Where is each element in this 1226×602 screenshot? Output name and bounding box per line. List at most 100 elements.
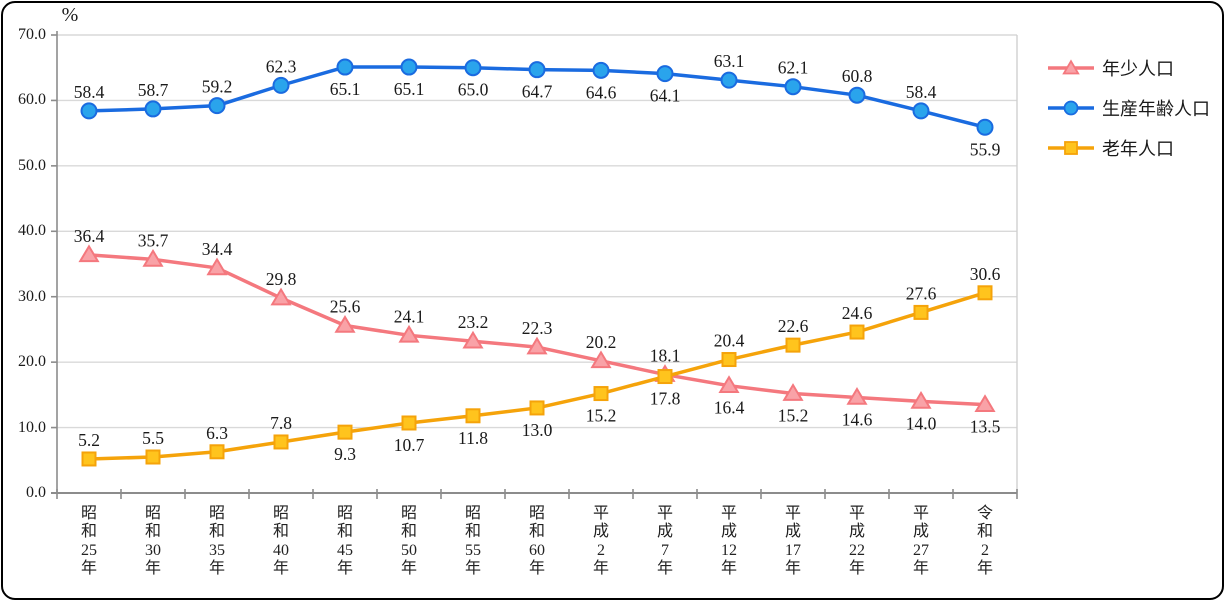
x-axis-category-label: 昭 和 60 年 bbox=[528, 505, 545, 578]
data-point-label: 20.4 bbox=[714, 331, 745, 351]
data-point-label: 15.2 bbox=[586, 406, 617, 426]
data-point-label: 15.2 bbox=[778, 406, 809, 426]
data-point-marker-circle bbox=[272, 76, 290, 94]
y-axis-tick-label: 60.0 bbox=[18, 91, 46, 109]
x-axis-category-label: 平 成 2 年 bbox=[592, 505, 609, 578]
data-point-label: 29.8 bbox=[266, 269, 297, 289]
data-point-marker-circle bbox=[784, 78, 802, 96]
data-point-label: 58.7 bbox=[138, 80, 169, 100]
data-point-marker-circle bbox=[848, 86, 866, 104]
data-point-label: 22.3 bbox=[522, 318, 553, 338]
data-point-label: 62.1 bbox=[778, 58, 809, 78]
x-axis-category-label: 令 和 2 年 bbox=[976, 505, 993, 578]
data-point-label: 62.3 bbox=[266, 56, 297, 76]
data-point-label: 24.6 bbox=[842, 303, 873, 323]
data-point-label: 58.4 bbox=[906, 82, 937, 102]
data-point-marker-triangle bbox=[78, 244, 100, 263]
data-point-label: 18.1 bbox=[650, 346, 681, 366]
data-point-marker-square bbox=[593, 386, 609, 402]
data-point-marker-square bbox=[81, 451, 97, 467]
x-axis-category-label: 平 成 7 年 bbox=[656, 505, 673, 578]
data-point-marker-circle bbox=[720, 71, 738, 89]
y-axis-tick-label: 0.0 bbox=[26, 484, 46, 501]
y-axis-tick-label: 20.0 bbox=[18, 353, 46, 371]
data-point-marker-triangle bbox=[206, 257, 228, 276]
data-point-marker-square bbox=[337, 424, 353, 440]
data-point-marker-triangle bbox=[910, 390, 932, 409]
x-axis-category-label: 昭 和 35 年 bbox=[208, 505, 225, 578]
data-point-marker-triangle bbox=[334, 315, 356, 333]
data-point-label: 64.7 bbox=[522, 82, 553, 102]
data-point-label: 13.0 bbox=[522, 420, 553, 440]
data-point-label: 36.4 bbox=[74, 226, 105, 246]
data-point-marker-triangle bbox=[718, 375, 740, 393]
data-point-label: 10.7 bbox=[394, 435, 425, 455]
legend-label-young-population: 年少人口 bbox=[1102, 59, 1174, 79]
x-axis-category-label: 昭 和 55 年 bbox=[464, 505, 481, 578]
y-axis-tick-label: 70.0 bbox=[18, 26, 46, 43]
data-point-marker-square bbox=[401, 415, 417, 431]
y-axis-tick-label: 30.0 bbox=[18, 287, 46, 305]
data-point-marker-square bbox=[785, 337, 801, 353]
data-point-label: 64.1 bbox=[650, 86, 681, 106]
data-point-label: 16.4 bbox=[714, 398, 745, 418]
data-point-label: 6.3 bbox=[206, 423, 228, 443]
data-point-label: 5.5 bbox=[142, 428, 164, 448]
y-axis-tick-label: 40.0 bbox=[18, 222, 46, 240]
data-point-label: 9.3 bbox=[334, 444, 356, 464]
data-point-label: 23.2 bbox=[458, 312, 489, 332]
x-axis-category-label: 昭 和 30 年 bbox=[144, 505, 161, 578]
data-point-marker-circle bbox=[144, 100, 162, 118]
data-point-label: 63.1 bbox=[714, 51, 745, 71]
data-point-label: 25.6 bbox=[330, 297, 361, 317]
data-point-marker-circle bbox=[656, 65, 674, 83]
data-point-label: 27.6 bbox=[906, 283, 937, 303]
data-point-marker-triangle bbox=[142, 248, 164, 267]
data-point-marker-triangle bbox=[782, 383, 804, 401]
data-point-marker-square bbox=[209, 444, 225, 460]
data-point-marker-circle bbox=[528, 61, 546, 79]
x-axis-category-label: 昭 和 45 年 bbox=[336, 505, 353, 578]
legend-square-marker-icon bbox=[1048, 141, 1094, 155]
y-axis-tick-label: 10.0 bbox=[18, 418, 46, 436]
data-point-marker-circle bbox=[464, 59, 482, 77]
legend-item-working-age-population: 生産年齢人口 bbox=[1046, 88, 1210, 128]
data-point-marker-triangle bbox=[398, 324, 420, 343]
data-point-label: 13.5 bbox=[970, 417, 1001, 437]
y-axis-unit-label: % bbox=[61, 4, 79, 26]
data-point-label: 55.9 bbox=[970, 139, 1001, 159]
data-point-label: 58.4 bbox=[74, 82, 105, 102]
data-point-marker-triangle bbox=[974, 394, 996, 412]
legend-item-elderly-population: 老年人口 bbox=[1046, 128, 1210, 168]
data-point-marker-triangle bbox=[590, 350, 612, 369]
data-point-marker-square bbox=[721, 352, 737, 368]
legend: 年少人口 生産年齢人口 老年人口 bbox=[1046, 48, 1210, 168]
data-point-label: 60.8 bbox=[842, 66, 873, 86]
data-point-label: 20.2 bbox=[586, 332, 617, 352]
data-point-marker-circle bbox=[336, 58, 354, 76]
data-point-label: 30.6 bbox=[970, 264, 1001, 284]
legend-label-elderly-population: 老年人口 bbox=[1102, 139, 1174, 159]
data-point-label: 14.0 bbox=[906, 413, 937, 433]
legend-label-working-age-population: 生産年齢人口 bbox=[1102, 99, 1210, 119]
legend-item-young-population: 年少人口 bbox=[1046, 48, 1210, 88]
data-point-marker-square bbox=[145, 449, 161, 465]
data-point-label: 14.6 bbox=[842, 409, 873, 429]
x-axis-category-label: 平 成 12 年 bbox=[720, 505, 737, 578]
data-point-marker-circle bbox=[208, 97, 226, 115]
legend-triangle-marker-icon bbox=[1048, 59, 1094, 75]
data-point-marker-triangle bbox=[526, 336, 548, 355]
legend-circle-marker-icon bbox=[1048, 100, 1094, 116]
x-axis-category-label: 昭 和 25 年 bbox=[80, 505, 97, 578]
data-point-marker-square bbox=[657, 369, 673, 385]
data-point-marker-square bbox=[465, 408, 481, 424]
x-axis-category-label: 昭 和 50 年 bbox=[400, 505, 417, 578]
y-axis-tick-label: 50.0 bbox=[18, 156, 46, 174]
data-point-marker-circle bbox=[400, 58, 418, 76]
data-point-label: 65.1 bbox=[330, 79, 361, 99]
data-point-marker-triangle bbox=[462, 330, 484, 349]
data-point-label: 65.1 bbox=[394, 79, 425, 99]
x-axis-category-label: 平 成 17 年 bbox=[784, 505, 801, 578]
data-point-marker-circle bbox=[80, 102, 98, 120]
data-point-marker-square bbox=[913, 304, 929, 320]
